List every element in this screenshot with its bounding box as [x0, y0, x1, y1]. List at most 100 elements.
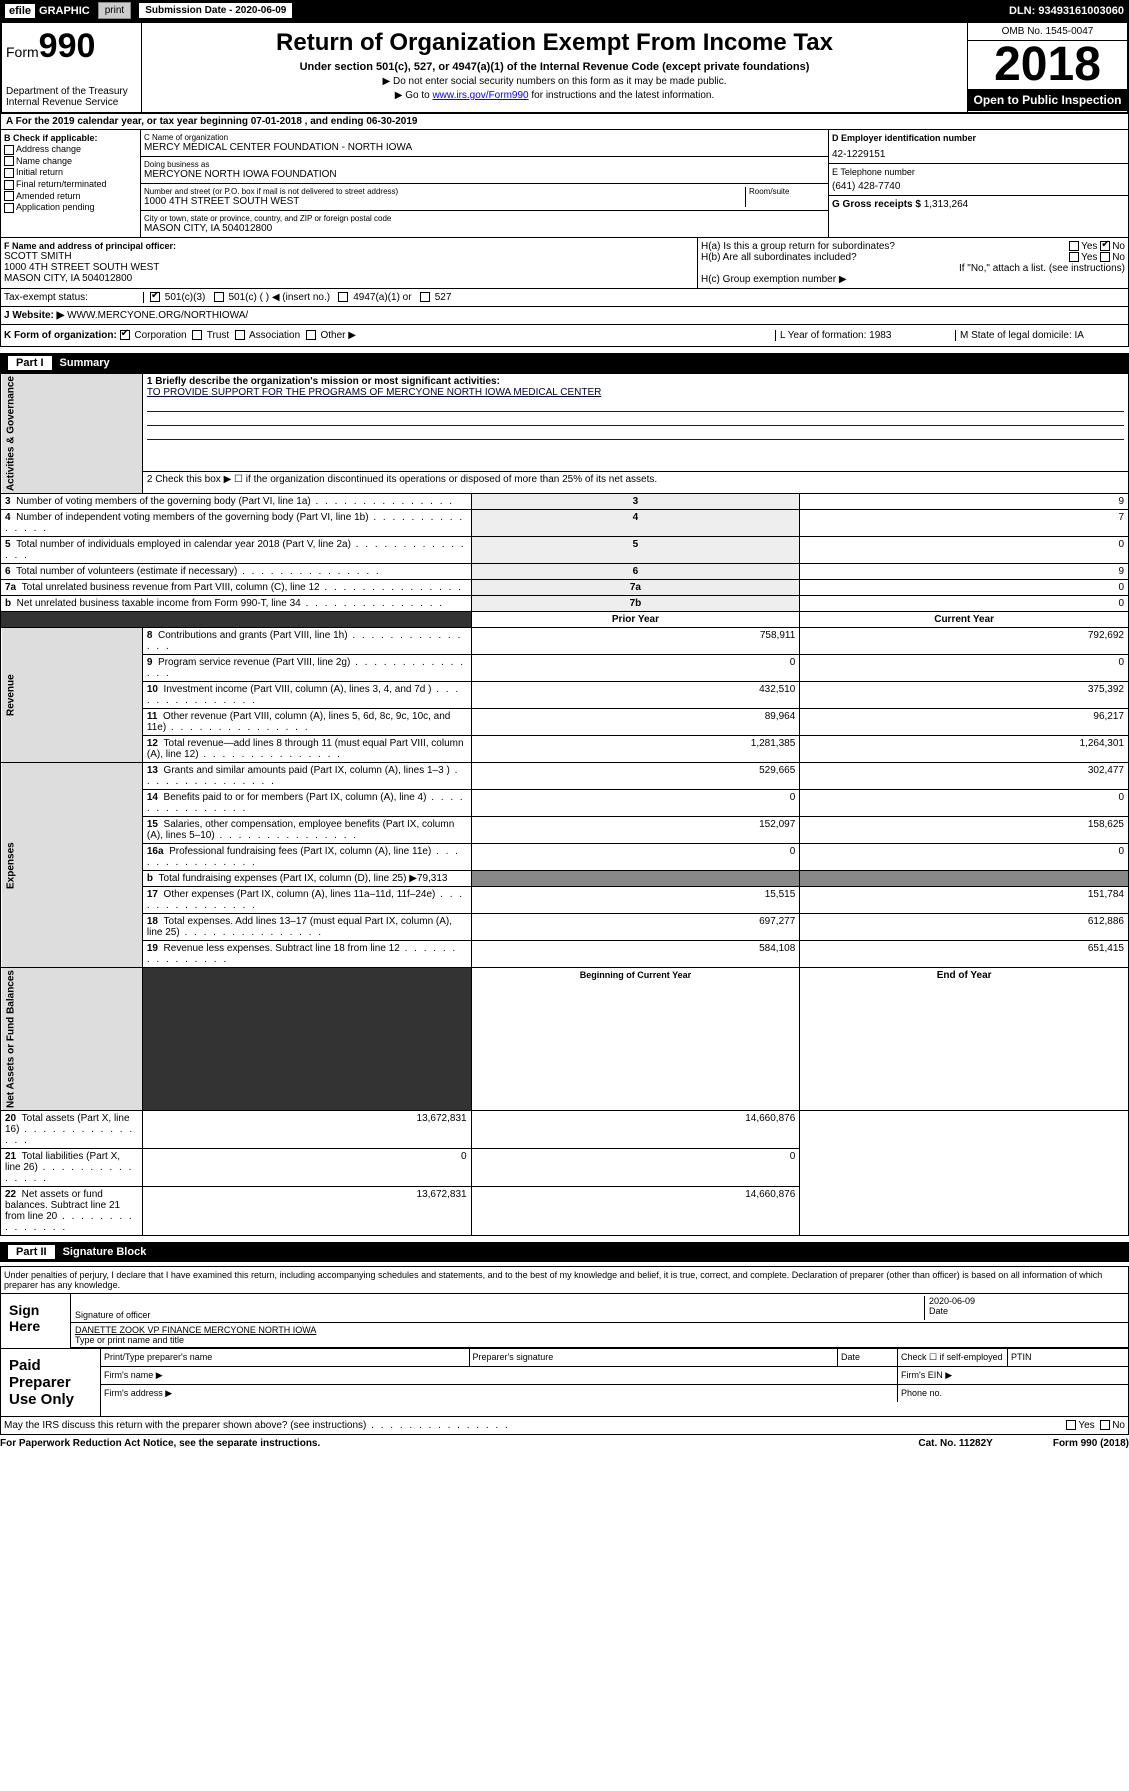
row-19: 19 Revenue less expenses. Subtract line …	[1, 941, 1129, 968]
dba-label: Doing business as	[144, 160, 825, 169]
check-4947[interactable]	[338, 292, 348, 302]
gov-row-3: 3 Number of voting members of the govern…	[1, 494, 1129, 510]
officer-h-row: F Name and address of principal officer:…	[0, 238, 1129, 289]
check-application-pending[interactable]: Application pending	[4, 202, 137, 213]
ha-label: H(a) Is this a group return for subordin…	[701, 241, 895, 252]
signature-section: Under penalties of perjury, I declare th…	[0, 1266, 1129, 1349]
part1-title: Summary	[60, 357, 110, 369]
perjury-text: Under penalties of perjury, I declare th…	[1, 1267, 1128, 1294]
hb-note: If "No," attach a list. (see instruction…	[701, 263, 1125, 274]
beg-year-header: Beginning of Current Year	[471, 968, 800, 1111]
discuss-row: May the IRS discuss this return with the…	[0, 1417, 1129, 1435]
bottom-note: For Paperwork Reduction Act Notice, see …	[0, 1435, 1129, 1452]
officer-name: SCOTT SMITH	[4, 251, 694, 262]
row-20: 20 Total assets (Part X, line 16)13,672,…	[1, 1111, 1129, 1149]
year-formation: L Year of formation: 1983	[775, 330, 955, 341]
form-header: Form990 Department of the Treasury Inter…	[0, 21, 1129, 114]
paid-preparer-section: Paid Preparer Use Only Print/Type prepar…	[0, 1349, 1129, 1417]
k-label: K Form of organization:	[4, 330, 117, 341]
tax-year: 2018	[968, 41, 1127, 89]
graphic-label: GRAPHIC	[39, 5, 90, 17]
check-amended-return[interactable]: Amended return	[4, 191, 137, 202]
part1-header: Part I Summary	[0, 353, 1129, 373]
check-final-return[interactable]: Final return/terminated	[4, 179, 137, 190]
row-21: 21 Total liabilities (Part X, line 26)00	[1, 1149, 1129, 1187]
room-label: Room/suite	[749, 187, 825, 196]
row-b: b Total fundraising expenses (Part IX, c…	[1, 871, 1129, 887]
check-trust[interactable]	[192, 330, 202, 340]
check-501c3[interactable]	[150, 292, 160, 302]
org-name-label: C Name of organization	[144, 133, 825, 142]
form-subtitle: Under section 501(c), 527, or 4947(a)(1)…	[148, 61, 961, 73]
city-label: City or town, state or province, country…	[144, 214, 825, 223]
prior-year-header: Prior Year	[471, 612, 800, 628]
name-title-label: Type or print name and title	[75, 1335, 1124, 1345]
print-button[interactable]: print	[98, 2, 131, 19]
ptin-label: PTIN	[1008, 1349, 1128, 1366]
gross-value: 1,313,264	[924, 199, 969, 210]
info-grid: B Check if applicable: Address change Na…	[0, 130, 1129, 238]
row-8: Revenue8 Contributions and grants (Part …	[1, 628, 1129, 655]
firm-name-label: Firm's name ▶	[101, 1367, 898, 1384]
efile-label: efile	[5, 4, 35, 18]
department-label: Department of the Treasury Internal Reve…	[6, 86, 137, 108]
prep-name-label: Print/Type preparer's name	[101, 1349, 470, 1366]
hb-label: H(b) Are all subordinates included?	[701, 252, 857, 263]
form-title: Return of Organization Exempt From Incom…	[148, 29, 961, 57]
tel-label: E Telephone number	[832, 167, 1125, 177]
hc-label: H(c) Group exemption number ▶	[701, 274, 1125, 285]
sign-here-label: Sign Here	[1, 1294, 71, 1348]
tax-exempt-label: Tax-exempt status:	[4, 292, 144, 303]
check-501c[interactable]	[214, 292, 224, 302]
side-net: Net Assets or Fund Balances	[1, 968, 143, 1111]
check-527[interactable]	[420, 292, 430, 302]
form990-link[interactable]: www.irs.gov/Form990	[432, 90, 528, 101]
website-label: J Website: ▶	[4, 310, 64, 321]
paperwork-label: For Paperwork Reduction Act Notice, see …	[0, 1438, 918, 1449]
part2-num: Part II	[8, 1245, 55, 1259]
check-other[interactable]	[306, 330, 316, 340]
gov-row-6: 6 Total number of volunteers (estimate i…	[1, 564, 1129, 580]
side-governance: Activities & Governance	[1, 374, 143, 494]
discuss-no[interactable]	[1100, 1420, 1110, 1430]
row-13: Expenses13 Grants and similar amounts pa…	[1, 763, 1129, 790]
phone-label: Phone no.	[898, 1385, 1128, 1402]
state-domicile: M State of legal domicile: IA	[955, 330, 1125, 341]
open-public-label: Open to Public Inspection	[968, 89, 1127, 111]
prep-sig-label: Preparer's signature	[470, 1349, 839, 1366]
row-10: 10 Investment income (Part VIII, column …	[1, 682, 1129, 709]
dba-name: MERCYONE NORTH IOWA FOUNDATION	[144, 169, 825, 180]
form-note-1: ▶ Do not enter social security numbers o…	[148, 76, 961, 87]
ein-label: D Employer identification number	[832, 133, 1125, 143]
check-applicable-label: B Check if applicable:	[4, 133, 137, 143]
row-16a: 16a Professional fundraising fees (Part …	[1, 844, 1129, 871]
row-14: 14 Benefits paid to or for members (Part…	[1, 790, 1129, 817]
gov-row-4: 4 Number of independent voting members o…	[1, 510, 1129, 537]
part2-title: Signature Block	[63, 1246, 147, 1258]
check-association[interactable]	[235, 330, 245, 340]
line1-label: 1 Briefly describe the organization's mi…	[147, 376, 1124, 387]
org-name: MERCY MEDICAL CENTER FOUNDATION - NORTH …	[144, 142, 825, 153]
ein-value: 42-1229151	[832, 149, 1125, 160]
check-self-label: Check ☐ if self-employed	[898, 1349, 1008, 1366]
officer-address: 1000 4TH STREET SOUTH WEST MASON CITY, I…	[4, 262, 694, 284]
row-9: 9 Program service revenue (Part VIII, li…	[1, 655, 1129, 682]
gross-label: G Gross receipts $	[832, 199, 921, 210]
line1-text: TO PROVIDE SUPPORT FOR THE PROGRAMS OF M…	[147, 387, 1124, 398]
row-15: 15 Salaries, other compensation, employe…	[1, 817, 1129, 844]
check-name-change[interactable]: Name change	[4, 156, 137, 167]
street-address: 1000 4TH STREET SOUTH WEST	[144, 196, 745, 207]
current-year-header: Current Year	[800, 612, 1129, 628]
row-18: 18 Total expenses. Add lines 13–17 (must…	[1, 914, 1129, 941]
addr-label: Number and street (or P.O. box if mail i…	[144, 187, 745, 196]
check-corporation[interactable]	[120, 330, 130, 340]
gov-row-5: 5 Total number of individuals employed i…	[1, 537, 1129, 564]
check-initial-return[interactable]: Initial return	[4, 167, 137, 178]
check-address-change[interactable]: Address change	[4, 144, 137, 155]
discuss-yes[interactable]	[1066, 1420, 1076, 1430]
form-footer-label: Form 990 (2018)	[1053, 1438, 1129, 1449]
gov-row-b: b Net unrelated business taxable income …	[1, 596, 1129, 612]
cat-label: Cat. No. 11282Y	[918, 1438, 992, 1449]
row-22: 22 Net assets or fund balances. Subtract…	[1, 1187, 1129, 1236]
paid-label: Paid Preparer Use Only	[1, 1349, 101, 1416]
